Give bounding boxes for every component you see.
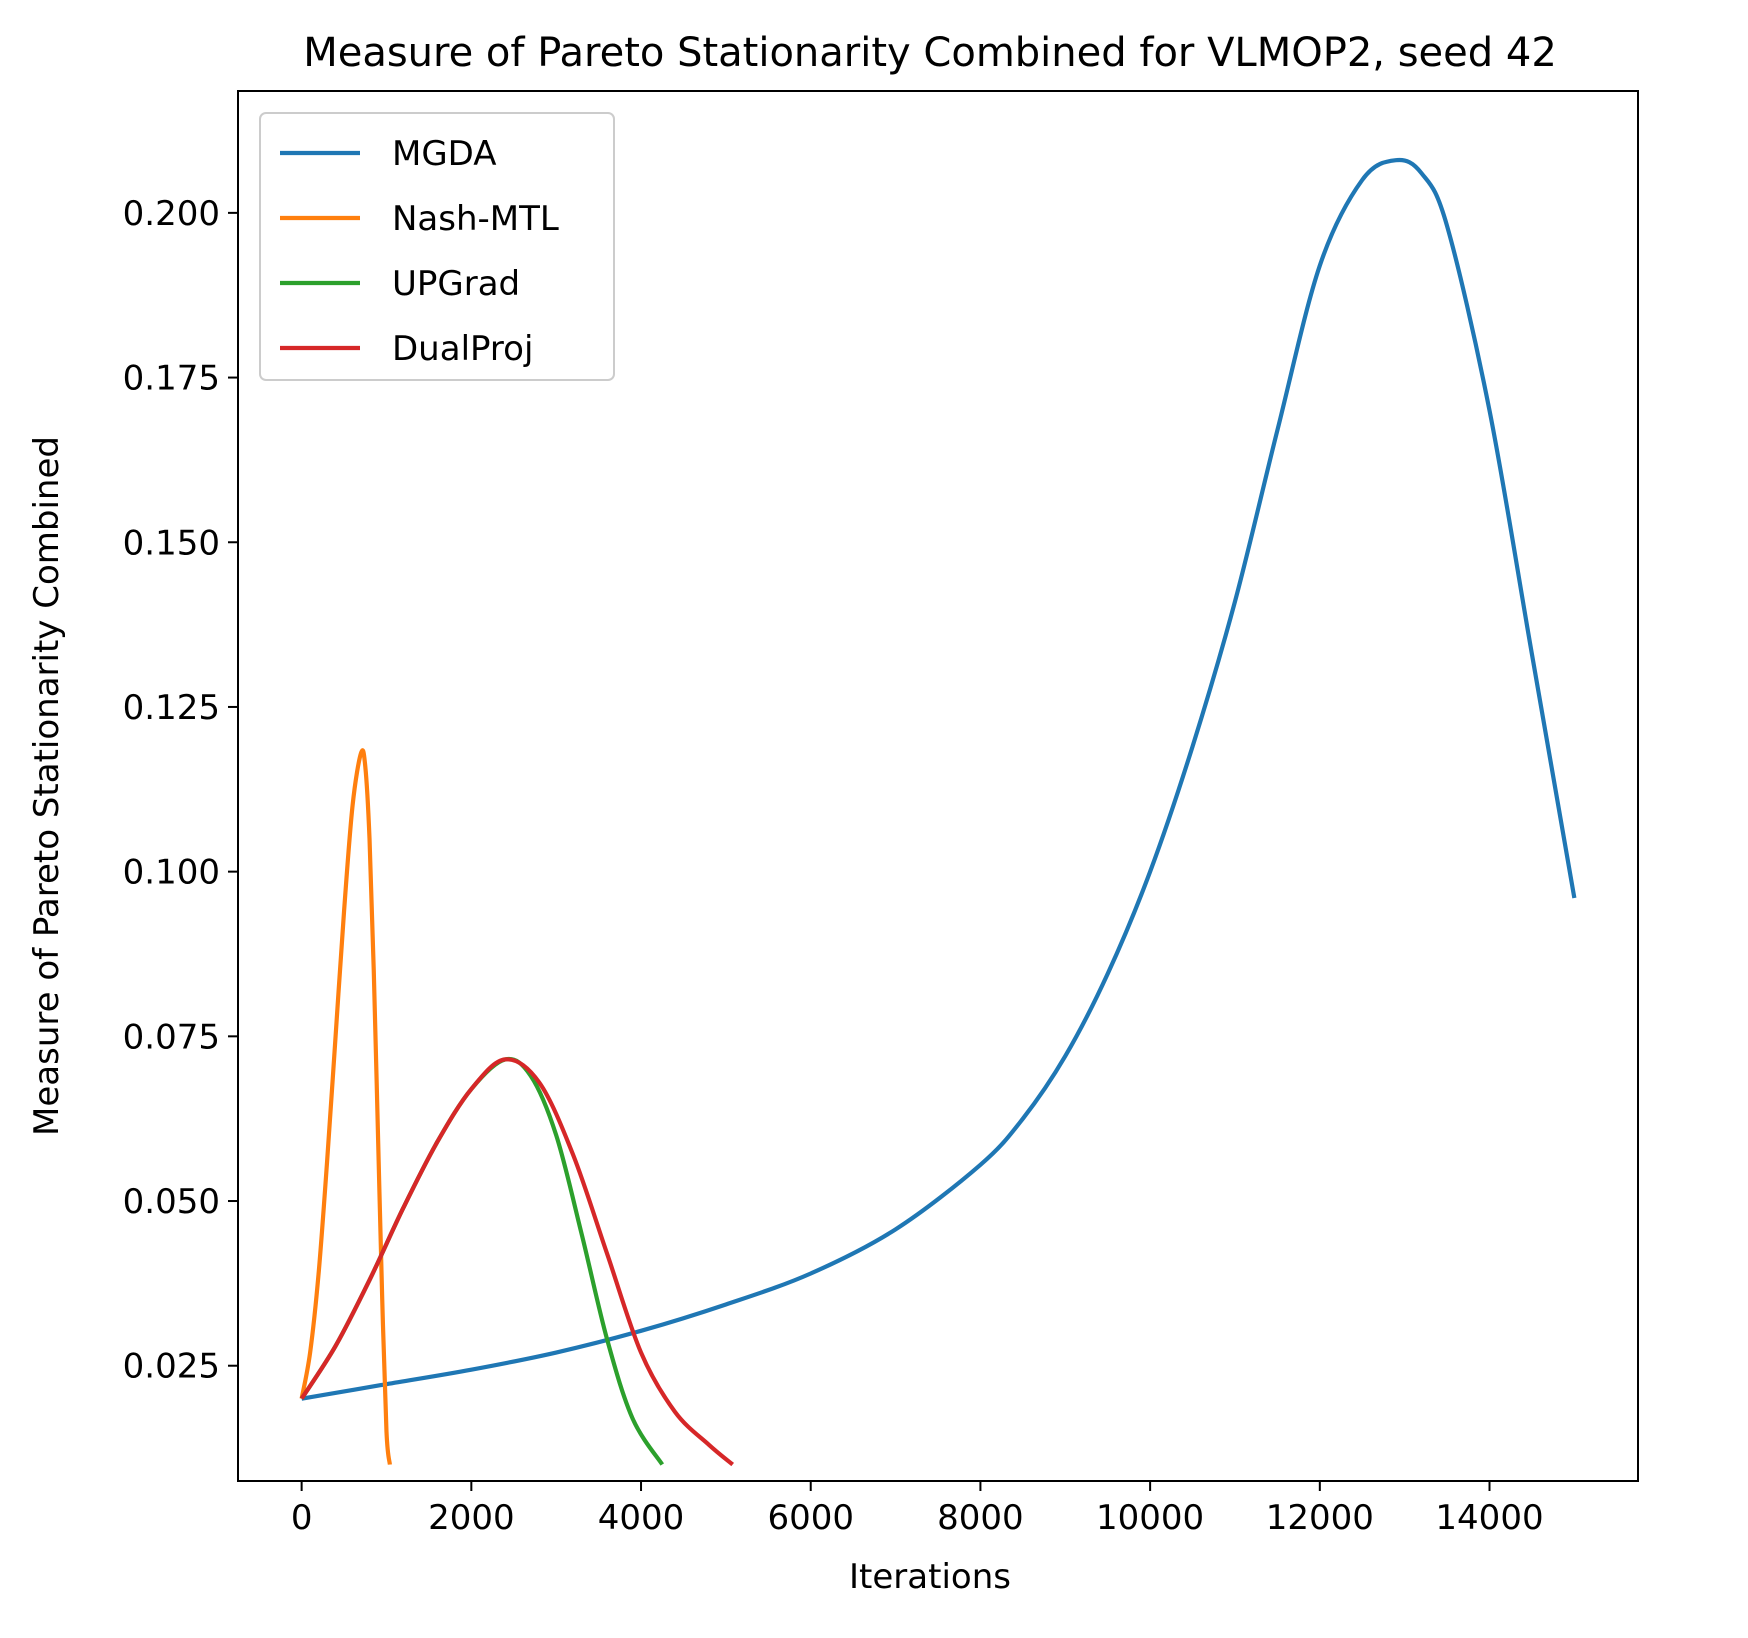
y-tick-label: 0.150 xyxy=(123,523,220,563)
legend: MGDA Nash-MTL UPGrad DualProj xyxy=(259,112,615,381)
y-tick-label: 0.075 xyxy=(123,1017,220,1057)
chart-title: Measure of Pareto Stationarity Combined … xyxy=(303,30,1557,76)
series-line-dualproj xyxy=(299,1057,735,1467)
x-tick-label: 8000 xyxy=(937,1498,1024,1538)
y-tick-label: 0.175 xyxy=(123,359,220,399)
series-group xyxy=(299,157,1577,1467)
y-tick-label: 0.200 xyxy=(123,194,220,234)
y-tick-label: 0.125 xyxy=(123,688,220,728)
legend-label-dualproj: DualProj xyxy=(392,329,533,369)
axes-frame xyxy=(237,90,1639,1482)
legend-box xyxy=(259,112,615,381)
x-axis-label: Iterations xyxy=(849,1557,1011,1597)
y-tick-label: 0.025 xyxy=(123,1347,220,1387)
legend-label-upgrad: UPGrad xyxy=(392,264,520,304)
plot-area: 0 2000 4000 6000 8000 10000 12000 14000 0.025 0.0… xyxy=(123,90,1639,1538)
legend-label-nash-mtl: Nash-MTL xyxy=(392,199,559,239)
legend-label-mgda: MGDA xyxy=(392,134,497,174)
x-tick-label: 12000 xyxy=(1266,1498,1374,1538)
y-axis-label: Measure of Pareto Stationarity Combined xyxy=(27,436,67,1136)
x-tick-label: 4000 xyxy=(598,1498,685,1538)
x-tick-label: 6000 xyxy=(767,1498,854,1538)
series-line-mgda xyxy=(301,157,1577,1401)
y-tick-label: 0.100 xyxy=(123,853,220,893)
x-tick-label: 10000 xyxy=(1096,1498,1204,1538)
y-tick-label: 0.050 xyxy=(123,1182,220,1222)
x-tick-label: 2000 xyxy=(428,1498,515,1538)
x-tick-label: 0 xyxy=(291,1498,313,1538)
x-tick-label: 14000 xyxy=(1435,1498,1543,1538)
